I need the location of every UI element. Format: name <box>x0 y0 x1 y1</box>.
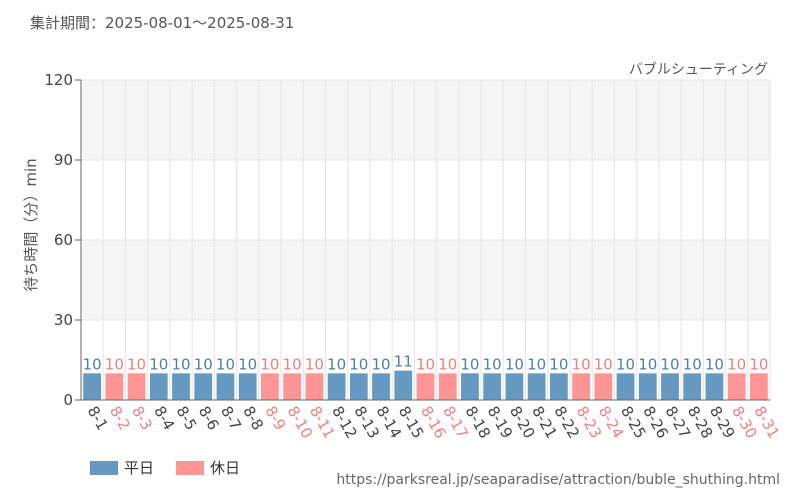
x-axis-ticks: 8-18-28-38-48-58-68-78-88-98-108-118-128… <box>84 403 783 441</box>
bar-8-21 <box>527 373 546 400</box>
bar-8-3 <box>127 373 146 400</box>
x-tick-label-8-1: 8-1 <box>84 403 112 433</box>
value-label-8-21: 10 <box>527 355 546 373</box>
bar-8-17 <box>438 373 457 400</box>
bar-8-6 <box>194 373 213 400</box>
value-label-8-24: 10 <box>594 355 613 373</box>
value-label-8-22: 10 <box>549 355 568 373</box>
chart-title: バブルシューティング <box>629 61 768 78</box>
bar-8-11 <box>305 373 324 400</box>
bar-8-5 <box>172 373 190 400</box>
bar-8-24 <box>594 373 613 400</box>
bar-8-19 <box>483 373 502 400</box>
bar-8-25 <box>616 373 635 400</box>
y-axis-ticks: 0 30 60 90 120 <box>44 71 81 409</box>
value-label-8-28: 10 <box>683 355 702 373</box>
bar-8-2 <box>105 373 124 400</box>
value-label-8-5: 10 <box>171 355 190 373</box>
period-label: 集計期間：2025-08-01～2025-08-31 <box>30 14 295 32</box>
y-tick-label: 90 <box>54 151 73 169</box>
value-label-8-25: 10 <box>616 355 635 373</box>
value-label-8-15: 11 <box>394 353 413 371</box>
value-label-8-14: 10 <box>372 355 391 373</box>
bar-8-12 <box>327 373 346 400</box>
value-label-8-31: 10 <box>749 355 768 373</box>
bar-8-14 <box>372 373 390 400</box>
value-label-8-16: 10 <box>416 355 435 373</box>
bar-8-8 <box>238 373 257 400</box>
value-label-8-1: 10 <box>83 355 102 373</box>
legend: 平日 休日 <box>90 457 240 478</box>
value-label-8-4: 10 <box>149 355 168 373</box>
value-label-8-17: 10 <box>438 355 457 373</box>
bar-8-27 <box>661 373 679 400</box>
value-label-8-26: 10 <box>638 355 657 373</box>
legend-label-holiday: 休日 <box>210 459 241 477</box>
value-labels: 10 10 10 10 10 10 10 10 10 10 10 10 10 10 11 10 10 10 10 10… <box>83 353 769 374</box>
value-label-8-27: 10 <box>660 355 679 373</box>
bar-8-18 <box>461 373 479 400</box>
value-label-8-7: 10 <box>216 355 235 373</box>
legend-item-weekday: 平日 <box>90 457 154 478</box>
y-tick-label: 0 <box>63 391 73 409</box>
axes <box>80 80 770 401</box>
bar-8-26 <box>638 373 657 400</box>
y-axis-label: 待ち時間（分）min <box>22 158 40 291</box>
x-tick-label-8-7: 8-7 <box>217 403 245 433</box>
grid-lines <box>80 79 771 401</box>
bar-8-29 <box>705 373 724 400</box>
value-label-8-3: 10 <box>127 355 146 373</box>
bar-8-15 <box>394 370 413 400</box>
y-tick-label: 60 <box>54 231 73 249</box>
value-label-8-9: 10 <box>260 355 279 373</box>
value-label-8-8: 10 <box>238 355 257 373</box>
x-tick-label-8-2: 8-2 <box>106 403 134 433</box>
legend-label-weekday: 平日 <box>124 459 155 477</box>
bar-8-13 <box>349 373 368 400</box>
source-url: https://parksreal.jp/seaparadise/attract… <box>336 472 780 488</box>
bar-8-9 <box>261 373 279 400</box>
legend-item-holiday: 休日 <box>176 457 240 478</box>
bar-8-20 <box>505 373 524 400</box>
bar-8-30 <box>727 373 746 400</box>
legend-swatch-weekday <box>90 460 118 475</box>
value-label-8-20: 10 <box>505 355 524 373</box>
bars <box>83 370 768 400</box>
y-tick-label: 120 <box>44 71 73 89</box>
x-tick-label-8-8: 8-8 <box>239 403 267 433</box>
value-label-8-19: 10 <box>483 355 502 373</box>
bar-8-4 <box>149 373 168 400</box>
value-label-8-13: 10 <box>349 355 368 373</box>
x-tick-label-8-9: 8-9 <box>261 403 289 433</box>
bar-8-16 <box>416 373 435 400</box>
value-label-8-10: 10 <box>283 355 302 373</box>
value-label-8-6: 10 <box>194 355 213 373</box>
bar-8-10 <box>283 373 302 400</box>
x-tick-label-8-5: 8-5 <box>173 403 201 433</box>
value-label-8-12: 10 <box>327 355 346 373</box>
background-band <box>81 240 770 320</box>
x-tick-label-8-4: 8-4 <box>150 403 178 433</box>
value-label-8-23: 10 <box>572 355 591 373</box>
y-tick-label: 30 <box>54 311 73 329</box>
value-label-8-30: 10 <box>727 355 746 373</box>
bar-8-23 <box>572 373 590 400</box>
x-tick-label-8-6: 8-6 <box>195 403 223 433</box>
value-label-8-29: 10 <box>705 355 724 373</box>
bar-8-31 <box>749 373 768 400</box>
bar-8-22 <box>549 373 568 400</box>
x-tick-label-8-3: 8-3 <box>128 403 156 433</box>
bar-8-1 <box>83 373 102 400</box>
background-bands <box>81 80 770 320</box>
value-label-8-2: 10 <box>105 355 124 373</box>
background-band <box>81 80 770 160</box>
value-label-8-11: 10 <box>305 355 324 373</box>
value-label-8-18: 10 <box>460 355 479 373</box>
bar-8-7 <box>216 373 235 400</box>
bar-8-28 <box>683 373 702 400</box>
legend-swatch-holiday <box>176 460 205 475</box>
